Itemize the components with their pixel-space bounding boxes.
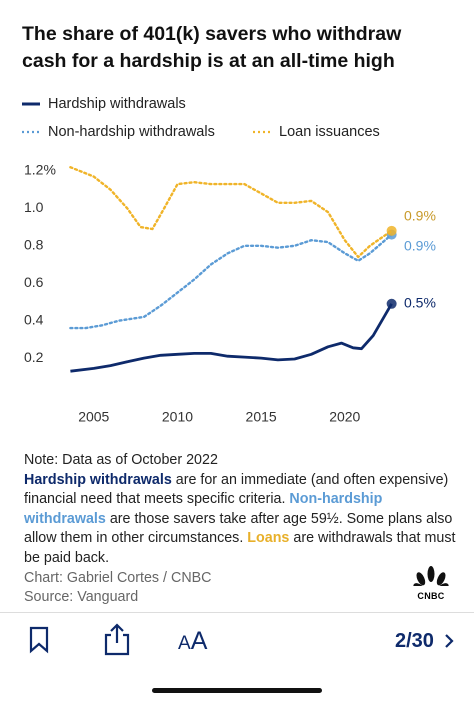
series-line: [69, 166, 393, 259]
y-tick-label: 1.0: [24, 199, 44, 215]
legend-label: Non-hardship withdrawals: [48, 124, 215, 140]
end-marker: [386, 225, 397, 236]
y-tick-label: 0.8: [24, 237, 44, 253]
x-tick-label: 2020: [329, 409, 360, 425]
logo: CNBC: [408, 566, 454, 601]
x-tick-label: 2005: [78, 409, 109, 425]
note: Note: Data as of October 2022 Hardship w…: [24, 451, 456, 608]
share-icon[interactable]: [104, 623, 130, 656]
term: Loans: [247, 530, 290, 547]
toolbar-icons: [29, 623, 454, 656]
credit: Chart: Gabriel Cortes / CNBC: [24, 569, 212, 586]
note-heading: Note: Data as of October 2022: [24, 452, 218, 468]
peacock: [413, 566, 449, 595]
toolbar: AA 2/30: [0, 612, 474, 671]
text: are withdrawals that must be paid back.: [24, 530, 456, 566]
home-indicator: [152, 688, 322, 693]
legend-label: Hardship withdrawals: [48, 96, 186, 112]
chart: The share of 401(k) savers who withdraw c…: [22, 23, 436, 425]
x-tick-label: 2015: [246, 409, 277, 425]
y-tick-label: 0.4: [24, 311, 44, 327]
value-label: 0.9%: [404, 237, 436, 253]
font-button[interactable]: AA: [178, 627, 208, 655]
y-tick-label: 0.2: [24, 349, 44, 365]
page-counter[interactable]: 2/30: [395, 630, 434, 652]
text: are for an immediate (and often expensiv…: [24, 471, 449, 508]
logo-text: CNBC: [417, 591, 445, 601]
note-body: Hardship withdrawals are for an immediat…: [24, 471, 456, 569]
text: are those savers take after age 59½. Som…: [24, 510, 453, 547]
term: Non-hardship withdrawals: [24, 491, 383, 527]
bookmark-icon[interactable]: [29, 626, 49, 654]
legend-label: Loan issuances: [279, 124, 380, 140]
chart-title: The share of 401(k) savers who withdraw c…: [22, 23, 402, 72]
series-line: [69, 233, 393, 330]
x-tick-label: 2010: [162, 409, 193, 425]
end-marker: [386, 298, 397, 309]
term: Hardship withdrawals: [24, 471, 172, 488]
value-label: 0.9%: [404, 208, 436, 224]
source: Source: Vanguard: [24, 589, 139, 606]
series-line: [70, 303, 393, 373]
y-tick-label: 0.6: [24, 274, 44, 290]
y-tick-label: 1.2%: [24, 162, 56, 178]
next-icon[interactable]: [445, 634, 454, 648]
value-label: 0.5%: [404, 295, 436, 311]
